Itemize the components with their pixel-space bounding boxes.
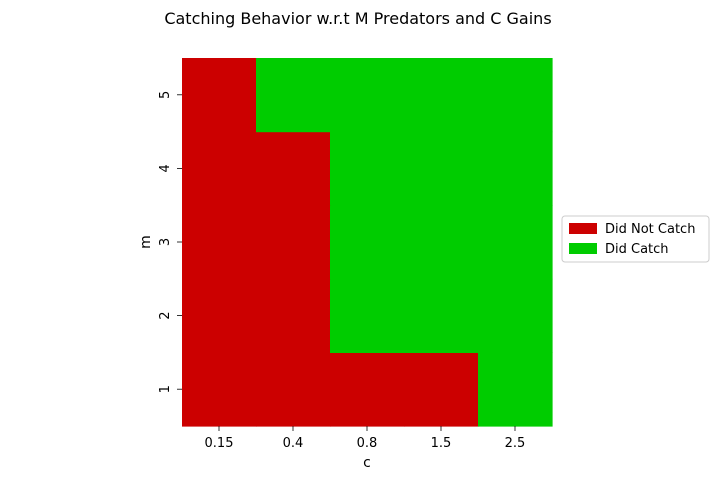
heatmap-cell [182,352,257,427]
heatmap-cell [478,131,553,206]
x-axis-label: c [363,455,371,471]
heatmap-cell [256,278,331,353]
x-axis: 0.15 0.4 0.8 1.5 2.5 [205,426,526,451]
legend-swatch [569,243,597,254]
heatmap-cell [478,278,553,353]
heatmap-cell [256,58,331,133]
heatmap-cell [330,352,405,427]
y-tick-label: 2 [158,311,173,319]
heatmap-cell [478,352,553,427]
heatmap-cell [404,352,479,427]
legend: Did Not Catch Did Catch [561,215,710,263]
heatmap-cell [256,352,331,427]
heatmap-cell [182,278,257,353]
y-tick-label: 1 [158,385,173,393]
heatmap-cell [404,278,479,353]
heatmap-cell [182,58,257,133]
heatmap-cell [330,278,405,353]
legend-frame [561,215,710,263]
chart-title: Catching Behavior w.r.t M Predators and … [164,9,551,28]
heatmap-cell [256,205,331,280]
y-tick-label: 4 [158,164,173,172]
y-tick-label: 3 [158,238,173,246]
heatmap-cell [256,131,331,206]
heatmap-cell [330,58,405,133]
x-tick-label: 0.15 [205,436,234,451]
heatmap-cell [404,205,479,280]
x-tick-label: 0.4 [283,436,304,451]
heatmap-cell [330,205,405,280]
legend-label: Did Not Catch [605,222,695,237]
heatmap-cell [478,58,553,133]
legend-label: Did Catch [605,242,669,257]
heatmap-cell [404,58,479,133]
legend-swatch [569,223,597,234]
x-tick-label: 1.5 [431,436,452,451]
heatmap-cell [182,131,257,206]
x-tick-label: 0.8 [357,436,378,451]
y-tick-label: 5 [158,91,173,99]
heatmap-cell [478,205,553,280]
x-tick-label: 2.5 [505,436,526,451]
y-axis: 1 2 3 4 5 [158,91,182,393]
y-axis-label: m [138,235,154,249]
heatmap-cell [404,131,479,206]
heatmap-cells [182,58,553,427]
heatmap-cell [182,205,257,280]
heatmap-cell [330,131,405,206]
